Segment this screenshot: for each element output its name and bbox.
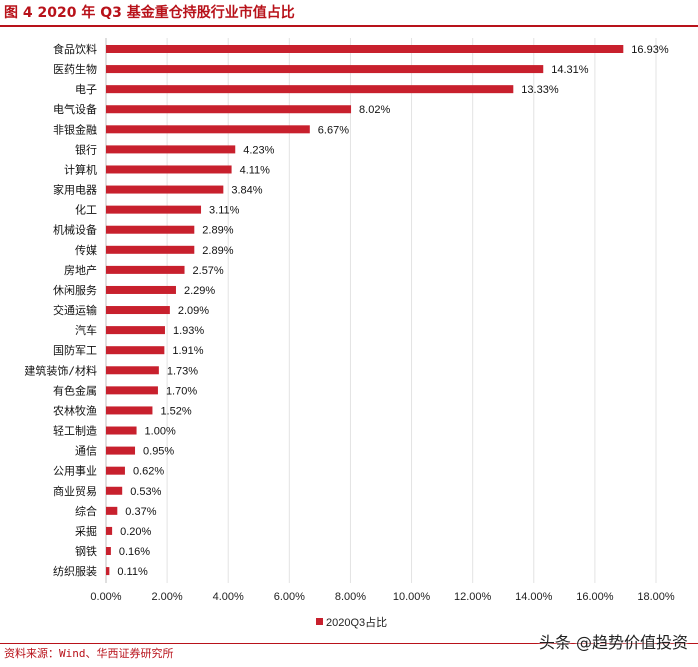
x-tick-label: 14.00% — [515, 591, 553, 603]
bar — [106, 526, 113, 535]
value-label: 4.11% — [240, 164, 271, 176]
category-label: 传媒 — [75, 244, 97, 257]
bar — [106, 205, 202, 214]
bar — [106, 185, 224, 194]
source-note: 资料来源：Wind、华西证券研究所 — [4, 647, 174, 660]
value-label: 0.11% — [117, 566, 148, 578]
category-label: 食品饮料 — [53, 42, 97, 56]
category-label: 医药生物 — [53, 62, 97, 76]
category-label: 纺织服装 — [53, 564, 97, 578]
category-label: 钢铁 — [75, 545, 97, 558]
value-label: 0.95% — [143, 446, 174, 458]
value-label: 14.31% — [551, 64, 589, 76]
figure-title: 图 4 2020 年 Q3 基金重仓持股行业市值占比 — [4, 5, 295, 21]
category-label: 综合 — [75, 504, 97, 518]
bar — [106, 466, 125, 475]
bar — [106, 306, 170, 315]
value-label: 13.33% — [521, 84, 559, 96]
category-label: 房地产 — [64, 263, 97, 277]
category-label: 采掘 — [75, 524, 97, 538]
watermark: 头条 @趋势价值投资 — [538, 633, 688, 652]
category-label: 机械设备 — [53, 223, 97, 237]
x-tick-label: 16.00% — [576, 591, 614, 603]
category-label: 家用电器 — [53, 183, 97, 197]
category-label: 轻工制造 — [53, 424, 97, 438]
value-label: 2.09% — [178, 305, 209, 317]
value-label: 1.00% — [145, 426, 176, 438]
bar — [106, 165, 232, 174]
category-label: 非银金融 — [53, 122, 97, 136]
value-label: 16.93% — [631, 44, 669, 56]
bar — [106, 225, 195, 234]
x-tick-label: 0.00% — [90, 591, 121, 603]
bar — [106, 506, 118, 515]
bar — [106, 326, 165, 335]
category-label: 国防军工 — [53, 343, 97, 357]
value-label: 4.23% — [243, 144, 274, 156]
bar — [106, 265, 185, 274]
x-tick-label: 12.00% — [454, 591, 492, 603]
category-label: 建筑装饰/材料 — [24, 363, 97, 377]
bar — [106, 486, 123, 495]
value-label: 1.93% — [173, 325, 204, 337]
bar — [106, 105, 352, 114]
category-label: 休闲服务 — [53, 283, 97, 297]
x-tick-label: 6.00% — [274, 591, 305, 603]
bar — [106, 125, 310, 134]
title-rule — [0, 25, 698, 27]
bar — [106, 85, 514, 94]
bar — [106, 346, 165, 355]
value-label: 2.89% — [202, 245, 233, 257]
bar — [106, 406, 153, 415]
bar — [106, 446, 136, 455]
value-label: 1.91% — [172, 345, 203, 357]
legend-swatch — [316, 618, 323, 625]
value-label: 6.67% — [318, 124, 349, 136]
bar — [106, 65, 544, 74]
bar — [106, 145, 236, 154]
value-label: 8.02% — [359, 104, 390, 116]
x-tick-label: 10.00% — [393, 591, 431, 603]
bar — [106, 386, 158, 395]
category-label: 有色金属 — [53, 383, 97, 397]
value-label: 0.62% — [133, 466, 164, 478]
category-label: 公用事业 — [53, 465, 97, 478]
bar — [106, 567, 110, 576]
value-label: 2.89% — [202, 225, 233, 237]
value-label: 3.11% — [209, 205, 240, 217]
value-label: 0.20% — [120, 526, 151, 538]
category-label: 化工 — [75, 203, 97, 217]
bar — [106, 245, 195, 254]
value-label: 0.53% — [130, 486, 161, 498]
footer-rule — [0, 643, 698, 644]
category-label: 电子 — [75, 83, 97, 96]
bar — [106, 547, 111, 555]
bar — [106, 285, 176, 294]
x-tick-label: 2.00% — [152, 591, 183, 603]
value-label: 1.52% — [160, 405, 191, 417]
value-label: 2.29% — [184, 285, 215, 297]
category-label: 计算机 — [64, 162, 97, 176]
x-tick-label: 4.00% — [213, 591, 244, 603]
value-label: 3.84% — [231, 185, 262, 197]
category-label: 电气设备 — [53, 102, 97, 116]
value-label: 2.57% — [193, 265, 224, 277]
bar — [106, 426, 137, 435]
legend-label: 2020Q3占比 — [326, 615, 387, 629]
category-label: 农林牧渔 — [53, 403, 97, 417]
value-label: 1.73% — [167, 365, 198, 377]
category-label: 通信 — [75, 445, 97, 458]
value-label: 1.70% — [166, 385, 197, 397]
value-label: 0.16% — [119, 546, 150, 558]
x-tick-label: 8.00% — [335, 591, 366, 603]
bar — [106, 366, 159, 375]
x-tick-label: 18.00% — [637, 591, 675, 603]
category-label: 商业贸易 — [53, 484, 97, 498]
category-label: 交通运输 — [53, 303, 97, 317]
bar — [106, 45, 624, 53]
category-label: 银行 — [75, 142, 97, 156]
value-label: 0.37% — [125, 506, 156, 518]
category-label: 汽车 — [75, 323, 97, 337]
